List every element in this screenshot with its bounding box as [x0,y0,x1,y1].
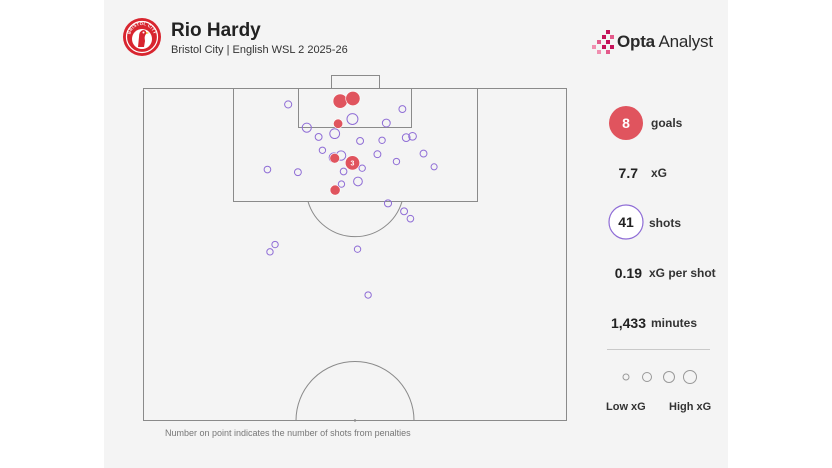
brand-light: Analyst [658,32,714,51]
shot-point-17 [392,157,401,166]
shot-point-15 [419,149,428,158]
shot-point-19 [263,165,272,174]
xg-label: xG [651,166,668,180]
bristol-city-crest-icon: BRISTOL CITY [123,18,161,56]
shot-point-7 [314,133,323,141]
shot-point-31 [364,291,372,299]
legend-size-1 [622,373,630,381]
shot-point-5 [301,122,312,133]
penalty-arc [307,201,403,238]
xg-size-legend [622,370,697,384]
legend-low-label: Low xG [606,401,646,413]
penalty-count-label: 3 [351,160,355,167]
shot-point-10 [356,137,365,145]
shot-point-1 [284,100,293,109]
goal-frame [331,75,380,89]
brand-strong: Opta [617,32,655,51]
goals-label: goals [651,116,683,130]
shot-point-6 [329,128,341,140]
stat-shots-badge [608,204,644,240]
goal-point-3 [333,118,344,129]
legend-size-2 [642,372,652,382]
shot-point-18 [430,163,438,171]
goal-point-2 [345,90,361,106]
player-subtitle: Bristol City | English WSL 2 2025-26 [171,44,348,56]
shot-point-20 [293,168,302,177]
legend-size-4 [683,370,697,384]
minutes-label: minutes [651,316,698,330]
centre-circle [295,361,415,421]
pitch-outline [143,88,567,421]
legend-size-3 [663,371,675,383]
shot-point-9 [408,131,417,141]
goal-point-1 [332,93,348,109]
goals-value: 8 [622,115,630,131]
goal-point-4 [329,153,340,164]
shot-point-21 [339,167,348,176]
opta-logo-icon [592,30,614,54]
shot-point-23 [353,176,363,187]
shot-point-25 [383,199,393,208]
shot-point-4 [381,118,391,128]
footnote: Number on point indicates the number of … [165,428,411,438]
brand-name: Opta Analyst [617,32,713,52]
shot-point-3 [346,113,359,126]
shots-label: shots [649,216,682,230]
shot-point-14 [373,150,382,159]
centre-spot [353,419,357,422]
shot-point-28 [271,240,279,249]
shots-value: 41 [618,214,634,230]
shot-point-24 [337,180,346,188]
goal-point-6 [329,184,341,196]
player-name: Rio Hardy [171,20,261,41]
shot-point-29 [266,248,274,256]
shot-point-8 [401,133,411,142]
stat-goals-badge [609,106,643,140]
minutes-value: 1,433 [610,315,646,331]
goal-point-5 [344,155,360,171]
shot-point-2 [398,105,407,114]
shot-point-30 [353,245,362,253]
shot-point-26 [400,207,409,216]
shot-point-27 [406,214,415,223]
shot-point-22 [358,164,366,172]
legend-high-label: High xG [669,401,712,413]
xg-value: 7.7 [618,165,638,181]
pitch-lines [143,75,567,422]
xg-per-shot-value: 0.19 [614,265,642,281]
shot-marks: 3 [263,90,438,299]
xg-per-shot-label: xG per shot [649,266,716,280]
shot-point-12 [318,146,327,154]
shot-point-11 [378,136,386,144]
